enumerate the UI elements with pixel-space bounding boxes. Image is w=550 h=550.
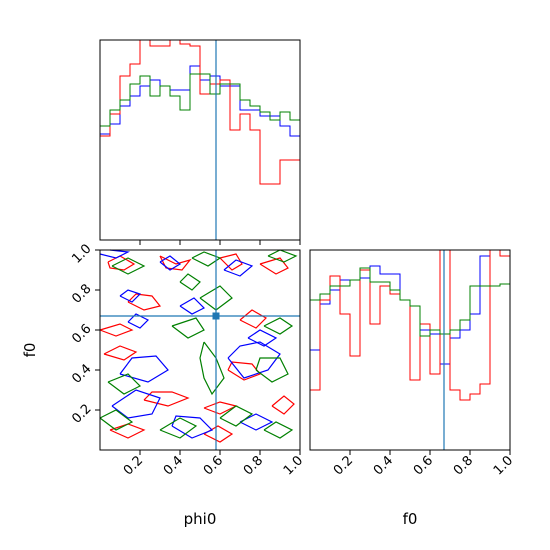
contour-29 [179,273,201,291]
phi0-hist-green [100,73,300,127]
f0-hist-red [310,249,510,401]
contour-6 [103,345,138,361]
contour-31 [171,317,205,339]
contour-3 [259,257,289,275]
contour-16 [223,259,254,277]
joint-xtick-label-0: 0.2 [121,453,146,478]
joint-ytick-label-0: 0.2 [69,402,94,427]
joint-ytick-label-1: 0.4 [69,362,94,387]
joint-xtick-label-1: 0.4 [161,453,186,478]
contour-18 [127,313,150,329]
contour-11 [109,423,146,439]
contour-32 [199,341,225,396]
contour-21 [227,341,281,379]
joint-ytick-label-3: 0.8 [69,282,94,307]
axis-labels: phi0 f0 f0 [21,343,417,528]
f0-hist-xtick-label-4: 1.0 [491,453,516,478]
contour-30 [199,285,233,311]
contour-0 [107,255,136,271]
contour-7 [239,309,267,329]
contour-2 [219,253,243,271]
contour-12 [203,425,234,443]
joint-xtick-label-3: 0.8 [241,453,266,478]
contour-39 [263,421,294,439]
contour-26 [111,257,146,275]
contour-20 [247,329,278,347]
contour-35 [107,373,142,395]
contour-37 [159,417,198,439]
contour-22 [119,355,169,383]
joint-frame [99,249,301,451]
phi0-hist-frame [99,39,301,241]
contour-36 [99,409,134,431]
joint-truth-marker [212,312,220,320]
joint-ytick-label-4: 1.0 [69,242,94,267]
joint-xtick-label-4: 1.0 [281,453,306,478]
phi0-histogram-panel [99,39,301,245]
contour-4 [127,293,162,311]
contour-15 [159,255,182,271]
contour-1 [159,255,192,271]
joint-xtick-label-2: 0.6 [201,453,226,478]
f0-hist-frame [309,249,511,451]
contour-27 [191,251,222,267]
f0-hist-green [310,267,510,337]
contour-17 [119,289,142,303]
contour-34 [255,357,289,383]
contour-13 [271,395,295,415]
contour-9 [143,391,190,407]
phi0-hist-red [100,39,300,185]
f0-hist-xtick-label-3: 0.8 [451,453,476,478]
phi0-f0-contour-panel: 0.2 0.4 0.6 0.8 1.0 0.2 0.4 0.6 0.8 1.0 [69,242,306,479]
x-axis-label-f0: f0 [403,510,418,528]
contour-19 [179,297,206,315]
contour-24 [171,415,214,439]
joint-ytick-label-2: 0.6 [69,322,94,347]
contour-25 [239,413,274,431]
contour-5 [99,323,134,337]
contour-38 [219,405,254,427]
y-axis-label-f0: f0 [21,343,39,358]
contour-14 [99,249,131,259]
f0-hist-xtick-label-2: 0.6 [411,453,436,478]
contour-28 [267,249,298,263]
f0-histogram-panel: 0.2 0.4 0.6 0.8 1.0 [309,249,516,478]
contour-10 [203,401,238,415]
contour-23 [111,389,161,419]
x-axis-label-phi0: phi0 [184,510,217,528]
f0-hist-xtick-label-0: 0.2 [331,453,356,478]
contour-33 [263,317,294,335]
f0-hist-xtick-label-1: 0.4 [371,453,396,478]
